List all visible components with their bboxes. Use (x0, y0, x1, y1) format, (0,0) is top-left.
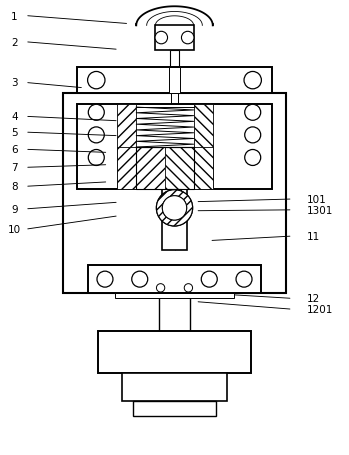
Text: 1301: 1301 (306, 205, 333, 215)
Circle shape (245, 127, 261, 144)
Text: 2: 2 (11, 38, 18, 48)
Circle shape (97, 272, 113, 288)
Bar (98, 332, 251, 373)
Circle shape (88, 127, 104, 144)
Bar (77, 104, 272, 189)
Circle shape (201, 272, 217, 288)
Bar (136, 148, 165, 189)
Text: 9: 9 (11, 204, 18, 214)
Bar (116, 293, 233, 298)
Text: 4: 4 (11, 112, 18, 122)
Bar (168, 189, 181, 200)
Circle shape (244, 72, 261, 90)
Circle shape (88, 72, 105, 90)
Bar (159, 293, 190, 332)
Bar (133, 401, 216, 416)
Circle shape (162, 196, 187, 221)
Text: 3: 3 (11, 78, 18, 88)
Bar (155, 26, 194, 51)
Bar (165, 148, 194, 189)
Text: 11: 11 (306, 232, 320, 242)
Text: 12: 12 (306, 294, 320, 304)
Text: 6: 6 (11, 145, 18, 155)
Circle shape (184, 284, 193, 293)
Text: 5: 5 (11, 128, 18, 138)
Text: 101: 101 (306, 195, 326, 205)
Bar (117, 104, 136, 189)
Circle shape (156, 190, 193, 227)
Bar (162, 189, 187, 250)
Bar (171, 94, 178, 104)
Bar (88, 266, 261, 293)
Circle shape (132, 272, 148, 288)
Bar (194, 104, 213, 189)
Circle shape (181, 32, 194, 45)
Text: 7: 7 (11, 163, 18, 173)
Circle shape (88, 105, 104, 121)
Text: 10: 10 (8, 225, 21, 235)
Bar (136, 148, 194, 189)
Circle shape (156, 284, 165, 293)
Bar (170, 51, 179, 76)
Bar (194, 148, 213, 189)
Bar (117, 148, 136, 189)
Bar (122, 373, 227, 401)
Text: 1: 1 (11, 11, 18, 21)
Bar (77, 68, 272, 94)
Text: 8: 8 (11, 182, 18, 192)
Circle shape (236, 272, 252, 288)
Circle shape (245, 150, 261, 166)
Bar (63, 94, 286, 293)
Bar (169, 68, 180, 94)
Circle shape (155, 32, 168, 45)
Circle shape (245, 105, 261, 121)
Circle shape (88, 150, 104, 166)
Text: 1201: 1201 (306, 304, 333, 314)
